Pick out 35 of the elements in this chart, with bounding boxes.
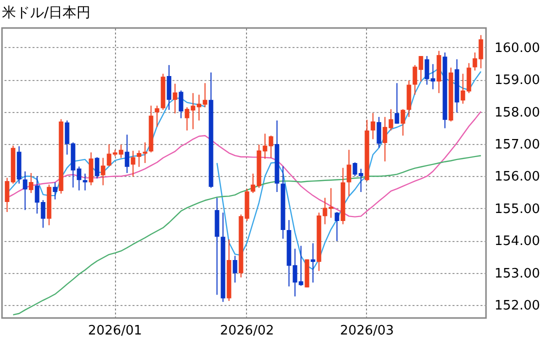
y-tick-label: 157.00 bbox=[494, 138, 540, 152]
candlestick bbox=[88, 152, 94, 186]
candlestick bbox=[346, 149, 352, 197]
candlestick bbox=[178, 90, 184, 119]
candlestick bbox=[166, 64, 172, 110]
x-tick-label: 2026/02 bbox=[220, 324, 274, 338]
x-tick-label: 2026/01 bbox=[88, 324, 142, 338]
x-tick-label: 2026/03 bbox=[340, 324, 394, 338]
candlestick bbox=[82, 173, 88, 191]
chart-title: 米ドル/日本円 bbox=[2, 5, 91, 21]
candlestick bbox=[94, 156, 100, 179]
candlestick bbox=[400, 108, 406, 136]
y-tick-label: 156.00 bbox=[494, 170, 540, 185]
candlestick bbox=[334, 211, 340, 242]
candlestick bbox=[130, 150, 136, 178]
candlestick bbox=[310, 242, 316, 284]
y-tick-label: 158.00 bbox=[494, 105, 540, 120]
y-tick-label: 152.00 bbox=[494, 298, 540, 314]
candlestick bbox=[394, 82, 400, 124]
candlestick bbox=[376, 116, 382, 148]
candlestick bbox=[100, 157, 106, 186]
line-series bbox=[12, 155, 482, 316]
candlestick bbox=[124, 134, 130, 174]
candlestick bbox=[28, 172, 34, 194]
candlestick bbox=[22, 170, 28, 211]
candlestick bbox=[370, 112, 376, 140]
candlestick bbox=[52, 182, 58, 200]
y-tick-label: 154.00 bbox=[494, 234, 540, 250]
y-tick-label: 159.00 bbox=[494, 73, 540, 88]
candlestick bbox=[232, 255, 238, 284]
y-tick-label: 153.00 bbox=[494, 266, 540, 282]
candlestick bbox=[172, 83, 178, 114]
y-tick-label: 155.00 bbox=[494, 202, 540, 217]
y-tick-label: 160.00 bbox=[494, 40, 540, 56]
candlestick bbox=[154, 105, 160, 128]
